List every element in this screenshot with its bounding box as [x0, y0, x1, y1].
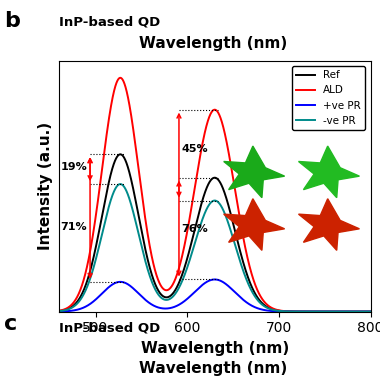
- Text: 71%: 71%: [61, 222, 87, 231]
- Text: 45%: 45%: [182, 144, 208, 154]
- Text: InP-based QD: InP-based QD: [59, 321, 160, 334]
- Text: 19%: 19%: [60, 162, 87, 172]
- Text: c: c: [4, 314, 17, 334]
- Y-axis label: Intensity (a.u.): Intensity (a.u.): [38, 122, 53, 250]
- Text: b: b: [4, 11, 20, 32]
- Text: Wavelength (nm): Wavelength (nm): [139, 36, 287, 51]
- Text: 76%: 76%: [182, 223, 209, 234]
- Text: Wavelength (nm): Wavelength (nm): [139, 361, 287, 376]
- Text: InP-based QD: InP-based QD: [59, 15, 160, 28]
- X-axis label: Wavelength (nm): Wavelength (nm): [141, 341, 289, 356]
- Legend: Ref, ALD, +ve PR, -ve PR: Ref, ALD, +ve PR, -ve PR: [292, 66, 365, 130]
